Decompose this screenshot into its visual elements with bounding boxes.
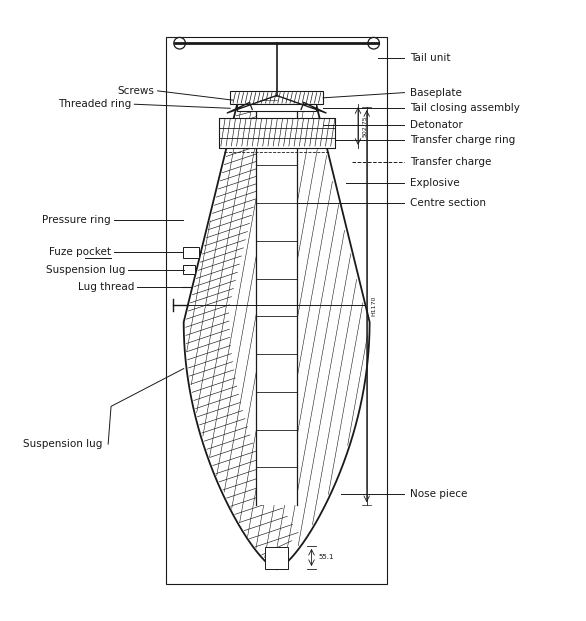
Text: Tail unit: Tail unit xyxy=(410,53,451,63)
Text: 502.75: 502.75 xyxy=(363,116,367,137)
Text: Tail closing assembly: Tail closing assembly xyxy=(410,103,520,113)
Text: Fuze pocket: Fuze pocket xyxy=(49,247,111,257)
Bar xyxy=(256,107,297,505)
Text: Threaded ring: Threaded ring xyxy=(58,99,131,109)
Text: Detonator: Detonator xyxy=(410,120,463,130)
Text: Suspension lug: Suspension lug xyxy=(23,439,103,449)
Bar xyxy=(265,547,288,569)
Text: Pressure ring: Pressure ring xyxy=(42,215,111,225)
Bar xyxy=(166,37,387,584)
Text: Transfer charge: Transfer charge xyxy=(410,157,492,167)
Text: Lug thread: Lug thread xyxy=(78,283,134,292)
Text: Transfer charge ring: Transfer charge ring xyxy=(410,135,516,145)
Text: Centre section: Centre section xyxy=(410,198,486,208)
Text: Explosive: Explosive xyxy=(410,178,460,188)
Text: Nose piece: Nose piece xyxy=(410,489,468,499)
Bar xyxy=(183,247,199,258)
Polygon shape xyxy=(183,104,370,569)
Text: 55.1: 55.1 xyxy=(318,555,334,560)
Text: Screws: Screws xyxy=(118,86,155,96)
Bar xyxy=(219,117,335,148)
Text: H1170: H1170 xyxy=(372,296,376,316)
Bar xyxy=(230,91,323,104)
Bar xyxy=(237,104,316,111)
Text: Suspension lug: Suspension lug xyxy=(46,265,125,275)
Bar xyxy=(183,265,195,274)
Text: H 20-3: H 20-3 xyxy=(268,122,287,127)
Text: Baseplate: Baseplate xyxy=(410,88,462,97)
